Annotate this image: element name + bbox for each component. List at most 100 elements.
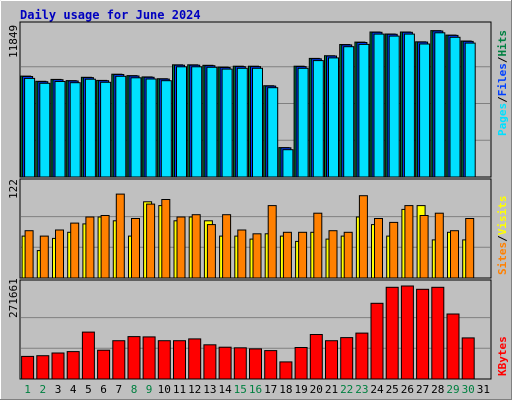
- bar-visits-sites-sites-day-17: [267, 205, 277, 279]
- bar-marks: [20, 30, 476, 380]
- bar-visits-sites-sites-day-23: [358, 195, 368, 279]
- x-tick-label-day-5: 5: [85, 383, 92, 396]
- x-tick-label-day-24: 24: [370, 383, 384, 396]
- x-tick-label-day-27: 27: [416, 383, 429, 396]
- bar-visits-sites-sites-day-16: [252, 233, 262, 279]
- bar-pages-files-hits-pages-day-27: [419, 43, 431, 178]
- x-tick-label-day-3: 3: [55, 383, 62, 396]
- bar-pages-files-hits-pages-day-14: [221, 68, 233, 178]
- x-tick-label-day-10: 10: [158, 383, 171, 396]
- bar-kbytes-kbytes-day-5: [81, 331, 95, 380]
- x-tick-label-day-25: 25: [386, 383, 399, 396]
- bar-pages-files-hits-pages-day-21: [328, 57, 339, 178]
- bar-kbytes-kbytes-day-23: [355, 332, 369, 380]
- bar-kbytes-kbytes-day-17: [264, 350, 278, 380]
- bar-visits-sites-sites-day-20: [313, 212, 323, 279]
- x-tick-label-day-18: 18: [279, 383, 292, 396]
- bar-kbytes-kbytes-day-18: [279, 361, 293, 380]
- bar-pages-files-hits-pages-day-13: [206, 66, 218, 178]
- x-tick-label-day-7: 7: [115, 383, 122, 396]
- bar-visits-sites-sites-day-9: [146, 203, 156, 279]
- bar-visits-sites-sites-day-6: [100, 215, 110, 279]
- bar-pages-files-hits-pages-day-2: [39, 82, 51, 178]
- x-tick-label-day-4: 4: [70, 383, 77, 396]
- bar-kbytes-kbytes-day-7: [112, 340, 126, 380]
- bar-visits-sites-sites-day-12: [191, 214, 201, 279]
- bar-visits-sites-sites-day-19: [298, 231, 308, 279]
- x-tick-label-day-23: 23: [355, 383, 368, 396]
- bar-visits-sites-sites-day-21: [328, 230, 338, 279]
- bar-kbytes-kbytes-day-11: [173, 340, 186, 380]
- legend-sep-3: /: [496, 235, 509, 242]
- x-tick-label-day-2: 2: [39, 383, 46, 396]
- bar-visits-sites-sites-day-11: [176, 216, 186, 279]
- bar-kbytes-kbytes-day-8: [127, 336, 141, 380]
- legend-pages: Pages: [496, 103, 509, 136]
- bar-visits-sites-sites-day-28: [434, 212, 444, 279]
- bar-kbytes-kbytes-day-15: [233, 347, 247, 380]
- bar-pages-files-hits-pages-day-8: [130, 77, 142, 178]
- bar-pages-files-hits-pages-day-22: [343, 46, 355, 178]
- y-max-label-kbytes: 271661: [7, 278, 20, 318]
- x-tick-label-day-31: 31: [477, 383, 490, 396]
- bar-visits-sites-sites-day-25: [389, 221, 399, 279]
- bar-kbytes-kbytes-day-9: [142, 336, 156, 380]
- bar-visits-sites-sites-day-7: [115, 193, 125, 279]
- bar-visits-sites-sites-day-26: [404, 205, 414, 279]
- bar-kbytes-kbytes-day-19: [294, 347, 308, 380]
- bar-kbytes-kbytes-day-2: [36, 355, 50, 380]
- bar-pages-files-hits-pages-day-9: [145, 78, 157, 178]
- bar-pages-files-hits-pages-day-23: [358, 43, 370, 178]
- y-max-label-visits-sites: 122: [7, 179, 20, 199]
- x-tick-label-day-13: 13: [203, 383, 216, 396]
- x-tick-label-day-29: 29: [446, 383, 459, 396]
- x-tick-label-day-28: 28: [431, 383, 444, 396]
- x-tick-label-day-1: 1: [24, 383, 31, 396]
- x-tick-label-day-22: 22: [340, 383, 353, 396]
- bar-visits-sites-sites-day-13: [206, 224, 216, 279]
- bar-pages-files-hits-pages-day-1: [24, 77, 36, 178]
- bar-kbytes-kbytes-day-21: [325, 340, 338, 380]
- x-tick-label-day-6: 6: [100, 383, 107, 396]
- bar-pages-files-hits-pages-day-3: [54, 81, 66, 178]
- bar-kbytes-kbytes-day-16: [249, 348, 262, 380]
- x-tick-label-day-19: 19: [294, 383, 307, 396]
- bar-visits-sites-sites-day-30: [465, 218, 475, 279]
- bar-kbytes-kbytes-day-29: [446, 313, 460, 380]
- bar-kbytes-kbytes-day-6: [97, 349, 111, 380]
- x-axis-day-labels: 1 2 3 4 5 6 7 8 9 10 11 12 13 14 15 16 17 18 19 20 21 22 23 24 2…: [24, 383, 490, 396]
- bar-kbytes-kbytes-day-13: [203, 344, 217, 380]
- x-tick-label-day-9: 9: [146, 383, 153, 396]
- bar-visits-sites-sites-day-8: [131, 218, 140, 279]
- y-max-label-pages-files-hits: 11849: [7, 25, 20, 58]
- legend-sep-1: /: [496, 96, 509, 103]
- legend-sites: Sites: [496, 242, 509, 275]
- x-tick-label-day-26: 26: [401, 383, 414, 396]
- bar-pages-files-hits-pages-day-15: [236, 67, 248, 178]
- bar-visits-sites-sites-day-18: [282, 231, 292, 279]
- x-tick-label-day-20: 20: [310, 383, 323, 396]
- bar-pages-files-hits-pages-day-7: [115, 75, 127, 178]
- legend-visits-sites: Sites/Visits: [496, 196, 509, 276]
- bar-pages-files-hits-pages-day-29: [449, 36, 461, 178]
- x-tick-label-day-8: 8: [131, 383, 138, 396]
- bar-visits-sites-sites-day-22: [343, 231, 353, 279]
- legend-files: Files: [496, 63, 509, 96]
- x-tick-label-day-12: 12: [188, 383, 201, 396]
- x-tick-label-day-11: 11: [173, 383, 186, 396]
- bar-pages-files-hits-pages-day-11: [176, 66, 187, 178]
- bar-pages-files-hits-pages-day-10: [160, 80, 172, 178]
- bar-visits-sites-sites-day-5: [85, 216, 95, 279]
- bar-pages-files-hits-pages-day-16: [252, 67, 263, 178]
- bar-kbytes-kbytes-day-22: [340, 337, 354, 380]
- bar-kbytes-kbytes-day-14: [218, 346, 232, 380]
- legend-pages-files-hits: Pages/Files/Hits: [496, 30, 509, 136]
- legend-kbytes: KBytes: [496, 336, 509, 376]
- bar-kbytes-kbytes-day-27: [416, 288, 430, 380]
- chart-title: Daily usage for June 2024: [20, 8, 201, 22]
- bar-pages-files-hits-pages-day-5: [84, 78, 96, 178]
- bar-pages-files-hits-pages-day-24: [373, 33, 385, 178]
- bar-kbytes-kbytes-day-3: [51, 352, 65, 380]
- bar-visits-sites-sites-day-24: [374, 218, 383, 279]
- bar-pages-files-hits-pages-day-18: [282, 149, 294, 178]
